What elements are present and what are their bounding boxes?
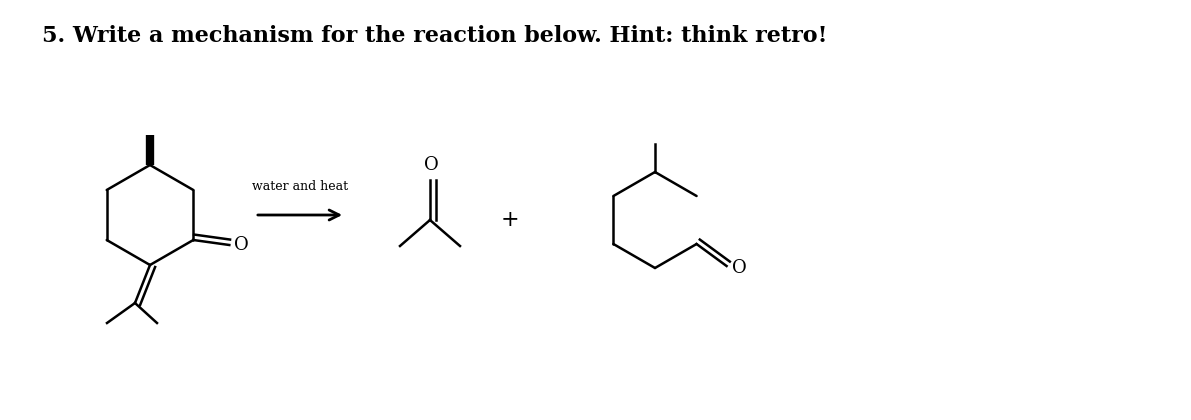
Text: +: +: [500, 209, 519, 231]
Text: 5. Write a mechanism for the reaction below. Hint: think retro!: 5. Write a mechanism for the reaction be…: [42, 25, 828, 47]
Text: O: O: [424, 156, 438, 174]
Text: O: O: [235, 236, 249, 254]
Text: water and heat: water and heat: [252, 180, 348, 193]
Text: O: O: [731, 259, 747, 277]
